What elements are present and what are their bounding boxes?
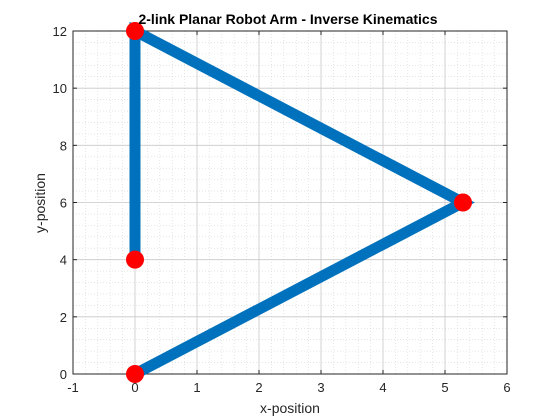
y-tick-label: 8 (60, 138, 67, 153)
y-tick-label: 6 (60, 196, 67, 211)
y-tick-label: 2 (60, 310, 67, 325)
y-tick-label: 10 (53, 81, 67, 96)
joint-marker (126, 365, 144, 383)
y-tick-label: 12 (53, 24, 67, 39)
x-tick-label: 6 (503, 380, 510, 395)
arm-link-line (129, 21, 475, 379)
joint-marker (453, 193, 472, 212)
tick-marks (72, 30, 508, 375)
x-tick-label: 5 (441, 380, 448, 395)
chart-title: 2-link Planar Robot Arm - Inverse Kinema… (138, 11, 437, 27)
joint-marker (126, 22, 144, 40)
series-layer (126, 21, 475, 383)
x-tick-label: 4 (379, 380, 386, 395)
x-tick-label: 2 (255, 380, 262, 395)
x-axis-label: x-position (260, 400, 320, 416)
x-tick-label: -1 (67, 380, 79, 395)
y-tick-label: 0 (60, 367, 67, 382)
y-axis-label: y-position (32, 173, 48, 233)
y-tick-label: 4 (60, 253, 67, 268)
x-tick-label: 3 (317, 380, 324, 395)
x-tick-label: 0 (131, 380, 138, 395)
x-tick-label: 1 (193, 380, 200, 395)
joint-marker (126, 250, 144, 269)
